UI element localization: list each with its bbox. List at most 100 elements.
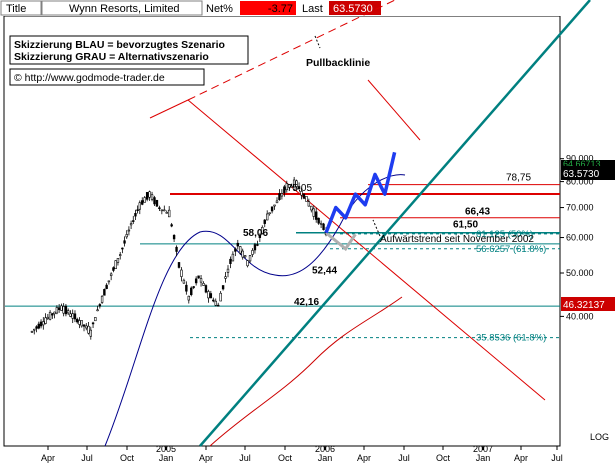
candle-body: [251, 250, 254, 255]
level-label: 52,44: [312, 266, 337, 277]
candle-body: [112, 267, 115, 271]
last-price-bg: [561, 166, 615, 180]
candle-body: [37, 323, 40, 329]
candle-body: [300, 191, 303, 196]
fib-label: 61.125 (50%): [476, 229, 533, 240]
level-label: 78,75: [506, 173, 531, 184]
candle-body: [71, 313, 74, 319]
scenario-layer: [324, 151, 397, 252]
candle-body: [62, 306, 65, 314]
candle-body: [273, 204, 276, 207]
candle-body: [261, 227, 264, 234]
candle-body: [80, 320, 83, 327]
candle-body: [153, 197, 156, 205]
candle-body: [197, 275, 200, 279]
candle-body: [39, 321, 43, 327]
candle-body: [172, 234, 176, 240]
x-tick-label: Jul: [551, 453, 563, 463]
candle-body: [317, 217, 320, 224]
candle-body: [143, 197, 146, 203]
y-tick-label: 80.000: [566, 177, 594, 187]
candle-body: [217, 304, 220, 307]
candle-body: [73, 313, 77, 320]
candle-body: [165, 211, 168, 214]
x-tick-label: Jul: [398, 453, 410, 463]
pullback-label: Pullbacklinie: [306, 57, 370, 69]
header-bar: Title Wynn Resorts, Limited Net% -3.77 L…: [0, 0, 615, 16]
candle-body: [66, 310, 70, 314]
candle-body: [132, 220, 135, 222]
candle-body: [295, 180, 298, 187]
candle-body: [148, 191, 151, 198]
trend-pointer: [372, 219, 381, 237]
candle-body: [116, 258, 120, 263]
y-scale-label: LOG: [590, 432, 609, 442]
candle-body: [202, 283, 205, 286]
red-minor-line: [367, 79, 421, 141]
title-cell: [0, 0, 42, 16]
candle-body: [180, 269, 183, 277]
ma-price-bg: [561, 297, 615, 311]
level-label: 66,43: [465, 207, 490, 218]
candle-body: [236, 242, 239, 247]
candle-body: [241, 250, 244, 258]
candle-body: [192, 286, 195, 288]
candle-body: [138, 202, 141, 210]
x-tick-label: Jan: [159, 453, 174, 463]
candle-body: [145, 192, 149, 200]
candle-body: [121, 247, 124, 250]
x-tick-year: 2007: [473, 444, 493, 454]
candle-body: [155, 200, 159, 207]
fib-label: 56.6257 (61.8%): [476, 244, 546, 255]
candle-body: [182, 279, 186, 284]
candle-body: [258, 235, 262, 238]
candle-body: [129, 223, 133, 226]
level-label: 42,16: [294, 297, 319, 308]
hidden-price-bg: [561, 160, 615, 168]
candle-body: [55, 307, 59, 314]
candle-body: [175, 246, 178, 252]
x-tick-label: Oct: [120, 453, 135, 463]
candle-body: [290, 185, 293, 188]
name-cell: [41, 0, 203, 16]
x-tick-label: Jan: [476, 453, 491, 463]
candle-body: [292, 179, 296, 190]
plot-frame: [3, 15, 561, 447]
candle-body: [125, 234, 128, 238]
net-value: -3.77: [268, 3, 293, 15]
candle-body: [109, 273, 113, 276]
candle-body: [78, 320, 81, 325]
candle-body: [46, 316, 50, 319]
candle-body: [221, 285, 225, 290]
x-tick-year: 2005: [156, 444, 176, 454]
lines-layer: [5, 0, 591, 447]
candle-body: [100, 295, 104, 303]
x-tick-label: Apr: [41, 453, 55, 463]
right-price-labels: 64.66713 63.5730 46.32137: [561, 159, 615, 311]
candle-body: [305, 195, 308, 202]
candle-body: [64, 305, 68, 315]
candle-body: [48, 311, 52, 320]
ma-price-label: 46.32137: [563, 300, 605, 311]
grid-layer: 90.000 80.000 70.000 60.000 50.000 40.000 LOG A…: [41, 154, 609, 463]
last-value: 63.5730: [333, 3, 373, 15]
candle-body: [82, 324, 86, 327]
candle-body: [190, 287, 193, 295]
x-tick-label: Apr: [199, 453, 213, 463]
level-label: 75,05: [287, 183, 312, 194]
hidden-price-label: 64.66713: [563, 159, 601, 169]
candle-body: [168, 209, 171, 218]
candle-body: [209, 293, 213, 299]
candle-body: [263, 219, 266, 224]
candle-body: [150, 194, 154, 200]
y-tick-label: 50.000: [566, 268, 594, 278]
candle-body: [141, 200, 144, 205]
candle-body: [204, 285, 208, 293]
candle-body: [114, 260, 117, 269]
legend-frame: [9, 35, 249, 65]
candle-body: [35, 326, 38, 329]
candle-body: [219, 292, 222, 302]
last-value-bg: [329, 1, 381, 15]
title-label: Title: [6, 3, 26, 15]
